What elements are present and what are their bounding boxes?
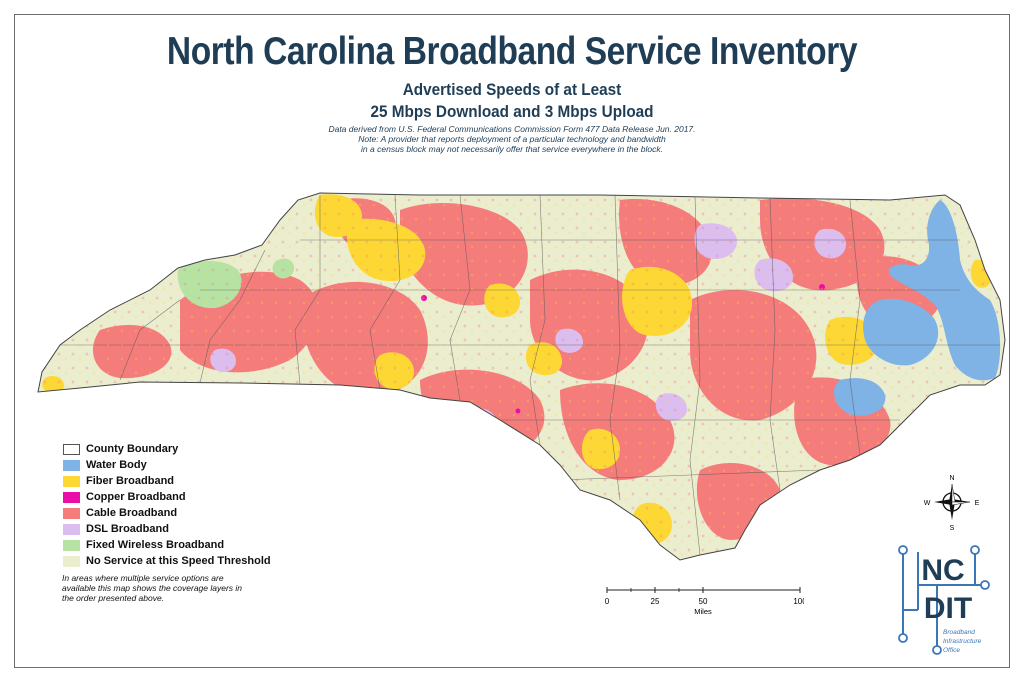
fixed-wireless-swatch — [63, 539, 80, 551]
map-subtitle-line2: 25 Mbps Download and 3 Mbps Upload — [370, 102, 654, 121]
legend-label: No Service at this Speed Threshold — [86, 555, 271, 567]
legend-label: County Boundary — [86, 443, 179, 455]
legend-label: Fiber Broadband — [86, 475, 175, 487]
north-arrow-compass-icon: N S E W — [924, 475, 980, 532]
logo-nc-text: NC — [921, 554, 964, 587]
legend-label: DSL Broadband — [86, 523, 169, 535]
scale-tick-100: 100 — [793, 597, 804, 606]
no-service-swatch — [63, 555, 80, 567]
disclaimer-note-line1: Note: A provider that reports deployment… — [358, 134, 666, 144]
legend-label: Fixed Wireless Broadband — [86, 539, 225, 551]
legend-item-dsl: DSL Broadband — [63, 521, 271, 537]
water-body-swatch — [63, 459, 80, 471]
scale-tick-0: 0 — [605, 597, 610, 606]
map-title: North Carolina Broadband Service Invento… — [166, 30, 858, 73]
legend-note: In areas where multiple service options … — [62, 573, 243, 603]
scale-bar: 0 25 50 100 Miles — [605, 587, 804, 616]
compass-s: S — [950, 525, 955, 532]
logo-dit-text: DIT — [924, 592, 972, 625]
fiber-swatch — [63, 475, 80, 487]
dsl-swatch — [63, 523, 80, 535]
copper-swatch — [63, 491, 80, 503]
legend-item-fixed-wireless: Fixed Wireless Broadband — [63, 537, 271, 553]
scale-tick-25: 25 — [651, 597, 660, 606]
data-notes: Data derived from U.S. Federal Communica… — [0, 124, 1024, 154]
legend-label: Copper Broadband — [86, 491, 186, 503]
legend-label: Water Body — [86, 459, 147, 471]
logo-caption-line1: Broadband — [943, 629, 975, 636]
disclaimer-note-line2: in a census block may not necessarily of… — [361, 144, 663, 154]
legend-item-copper: Copper Broadband — [63, 489, 271, 505]
county-boundary-swatch — [63, 443, 80, 455]
nc-dit-logo: NC DIT Broadband Infrastructure Office — [898, 545, 990, 655]
legend-item-cable: Cable Broadband — [63, 505, 271, 521]
logo-caption-line2: Infrastructure — [943, 638, 982, 645]
legend-label: Cable Broadband — [86, 507, 178, 519]
compass-w: W — [924, 500, 931, 507]
legend-item-water-body: Water Body — [63, 457, 271, 473]
cable-swatch — [63, 507, 80, 519]
legend: County Boundary Water Body Fiber Broadba… — [63, 441, 271, 569]
legend-item-no-service: No Service at this Speed Threshold — [63, 553, 271, 569]
scale-unit: Miles — [694, 607, 712, 616]
map-subtitle-line1: Advertised Speeds of at Least — [402, 80, 622, 99]
scale-tick-50: 50 — [699, 597, 708, 606]
legend-item-county-boundary: County Boundary — [63, 441, 271, 457]
logo-caption-line3: Office — [943, 647, 960, 654]
compass-n: N — [949, 475, 954, 482]
legend-item-fiber: Fiber Broadband — [63, 473, 271, 489]
compass-e: E — [975, 500, 980, 507]
data-source-note: Data derived from U.S. Federal Communica… — [328, 124, 696, 134]
